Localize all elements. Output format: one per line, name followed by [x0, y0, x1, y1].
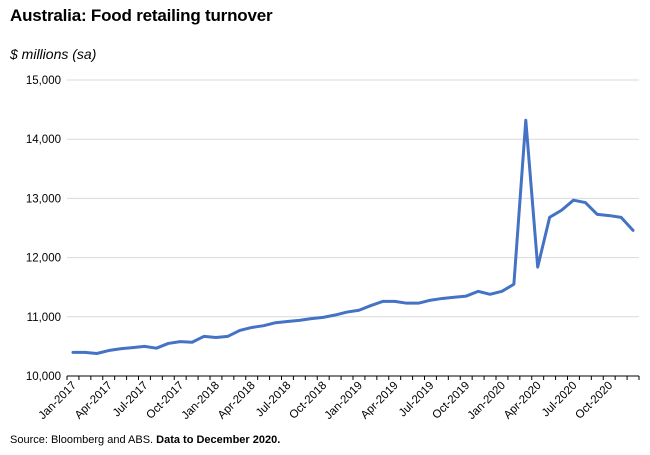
x-tick-label: Jan-2017 [37, 380, 79, 422]
x-tick-label: Jan-2020 [466, 380, 508, 422]
source-text: Source: Bloomberg and ABS. [10, 434, 154, 446]
data-note: Data to December 2020. [156, 434, 281, 446]
gridlines [67, 79, 639, 318]
chart-title: Australia: Food retailing turnover [10, 6, 273, 25]
series-layer [71, 118, 635, 355]
x-tick-label: Apr-2019 [359, 380, 401, 422]
y-tick-label: 11,000 [27, 312, 61, 324]
x-tick-label: Jan-2019 [323, 380, 365, 422]
y-tick-label: 14,000 [26, 134, 61, 146]
x-tick-label: Jan-2018 [180, 380, 222, 422]
series-line [71, 118, 635, 355]
y-tick-label: 15,000 [26, 75, 61, 87]
source-note: Source: Bloomberg and ABS. Data to Decem… [10, 434, 280, 446]
y-tick-label: 13,000 [26, 193, 61, 205]
y-axis-unit-label: $ millions (sa) [10, 46, 97, 62]
y-axis-ticks: 10,000 11,000 12,000 13,000 14,000 15,000 [26, 75, 61, 383]
y-tick-label: 12,000 [26, 253, 61, 265]
x-axis: Jan-2017Apr-2017Jul-2017Oct-2017Jan-2018… [37, 375, 640, 422]
x-tick-label: Apr-2017 [73, 380, 115, 422]
x-tick-label: Apr-2020 [502, 380, 544, 422]
y-tick-label: 10,000 [26, 371, 61, 383]
x-tick-label: Oct-2020 [573, 380, 615, 422]
x-tick-label: Apr-2018 [216, 380, 258, 422]
